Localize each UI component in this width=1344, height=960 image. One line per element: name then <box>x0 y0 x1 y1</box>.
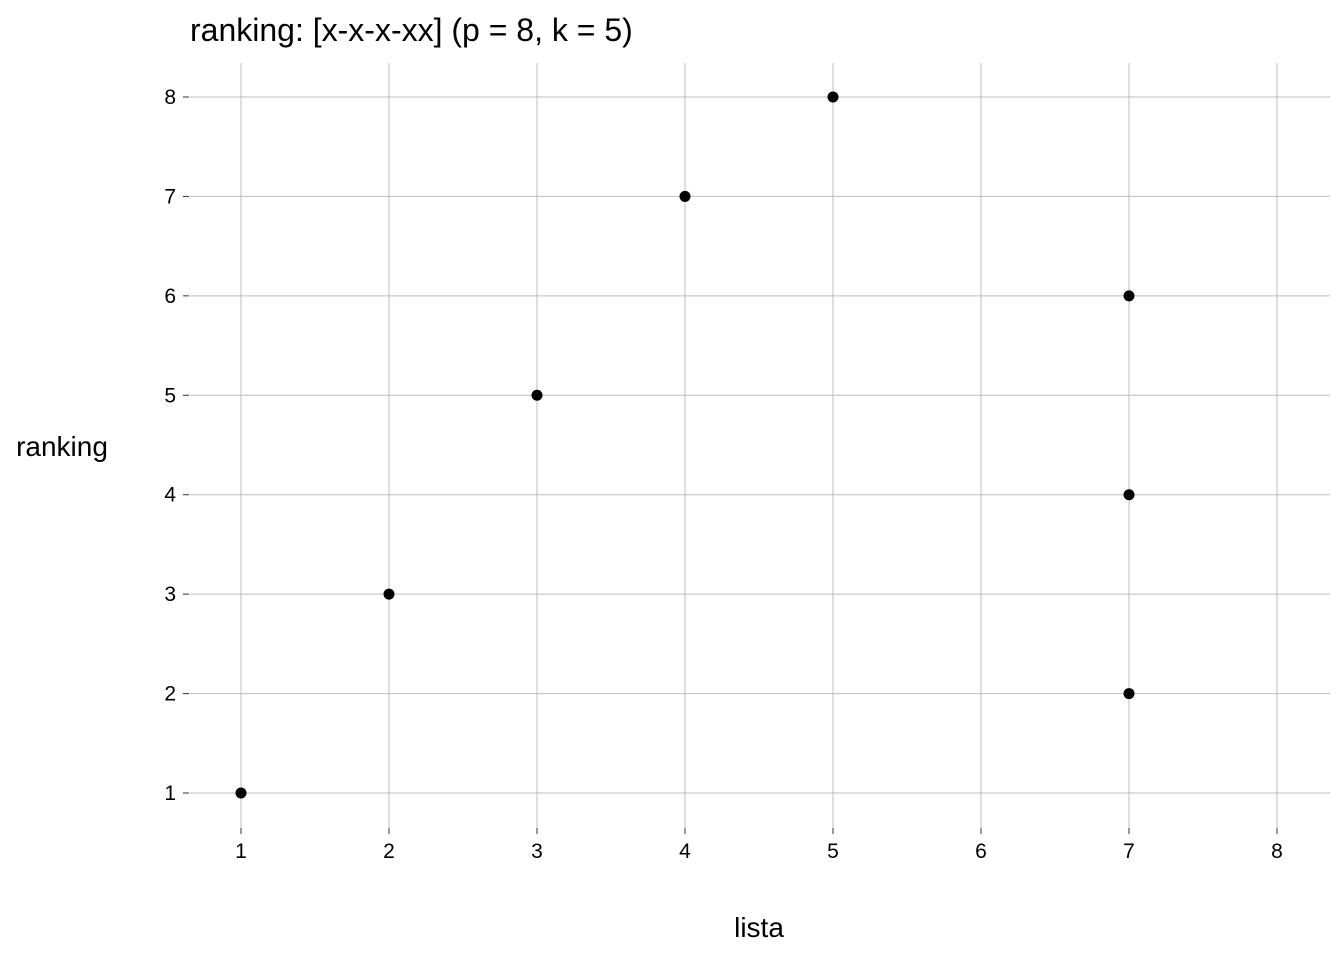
x-tick-label-3: 3 <box>531 840 543 863</box>
data-point-2 <box>383 588 395 600</box>
data-point-4 <box>679 190 691 202</box>
data-point-7 <box>1123 489 1135 501</box>
x-tick-label-8: 8 <box>1271 840 1283 863</box>
data-points <box>235 91 1135 799</box>
data-point-5 <box>827 91 839 103</box>
axis-ticks: 1 2 3 4 5 6 7 8 1 2 3 4 5 6 7 8 <box>164 86 1283 863</box>
data-point-8 <box>1123 290 1135 302</box>
y-tick-label-5: 5 <box>164 384 176 407</box>
y-tick-label-8: 8 <box>164 86 176 109</box>
x-tick-label-2: 2 <box>383 840 395 863</box>
x-tick-label-1: 1 <box>235 840 247 863</box>
y-tick-label-1: 1 <box>164 782 176 805</box>
x-tick-label-4: 4 <box>679 840 691 863</box>
x-tick-label-7: 7 <box>1123 840 1135 863</box>
data-point-3 <box>531 389 543 401</box>
grid <box>190 63 1330 828</box>
x-tick-label-6: 6 <box>975 840 987 863</box>
y-tick-label-4: 4 <box>164 484 176 507</box>
chart-title: ranking: [x-x-x-xx] (p = 8, k = 5) <box>190 12 633 48</box>
x-axis-title: lista <box>734 912 784 943</box>
y-tick-label-2: 2 <box>164 683 176 706</box>
y-tick-label-7: 7 <box>164 185 176 208</box>
y-tick-label-6: 6 <box>164 285 176 308</box>
y-axis-title: ranking <box>16 431 108 462</box>
data-point-6 <box>1123 688 1135 700</box>
y-tick-label-3: 3 <box>164 583 176 606</box>
x-tick-label-5: 5 <box>827 840 839 863</box>
data-point-1 <box>235 787 247 799</box>
